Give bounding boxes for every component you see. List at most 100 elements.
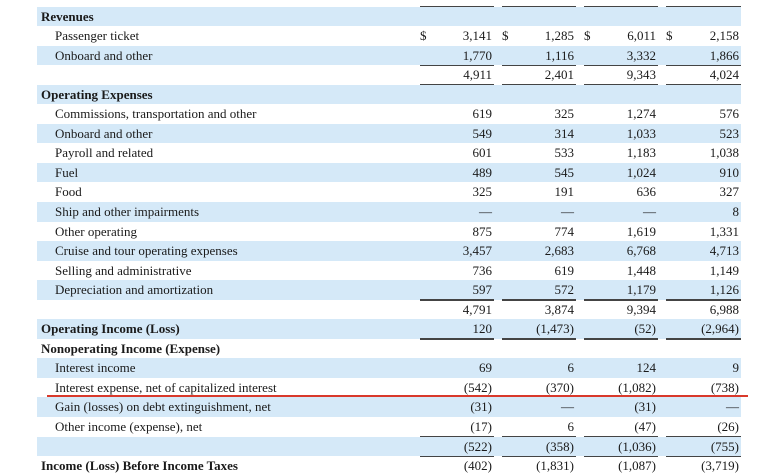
value-cell: 636 <box>584 182 658 202</box>
value-cell <box>666 339 741 359</box>
value-cell: (522) <box>420 437 494 457</box>
value-cell <box>666 85 741 105</box>
cell-value: 191 <box>554 184 575 200</box>
value-cell <box>420 0 494 8</box>
table-row: Commissions, transportation and other 619… <box>37 104 741 124</box>
cell-value: (522) <box>463 438 492 454</box>
value-cell: (1,082) <box>584 378 658 398</box>
cell-value: 6,011 <box>627 28 656 44</box>
value-cell: — <box>502 202 576 222</box>
value-cell: 4,911 <box>420 65 494 86</box>
cell-value: 910 <box>719 164 740 180</box>
cell-value: 1,038 <box>709 145 739 161</box>
table-row: (522) (358) (1,036) (755) <box>37 436 741 457</box>
value-cell: $6,011 <box>584 26 658 46</box>
value-cell: 3,457 <box>420 241 494 261</box>
cell-value: (1,036) <box>618 438 656 454</box>
cell-value: (1,087) <box>618 458 656 474</box>
value-cell: 910 <box>666 163 741 183</box>
cell-value: 6 <box>567 419 575 435</box>
cell-value: 1,285 <box>544 28 574 44</box>
value-cell: (1,473) <box>502 319 576 340</box>
cell-value: — <box>561 399 574 415</box>
row-label: Food <box>55 184 82 200</box>
cell-value: 2,401 <box>544 67 574 83</box>
cell-value: 4,713 <box>709 243 739 259</box>
row-label: Income (Loss) Before Income Taxes <box>41 458 238 474</box>
value-cell: $2,158 <box>666 26 741 46</box>
value-cell <box>420 85 494 105</box>
cell-value: (1,831) <box>536 458 574 474</box>
value-cell: 1,331 <box>666 222 741 242</box>
value-cell: (1,036) <box>584 437 658 457</box>
cell-value: (31) <box>634 399 656 415</box>
cell-value: 1,274 <box>626 106 656 122</box>
value-cell: 1,183 <box>584 143 658 163</box>
value-cell: (402) <box>420 456 494 476</box>
row-label: Operating Expenses <box>41 86 153 102</box>
value-cell <box>420 7 494 27</box>
cell-value: (2,964) <box>701 321 739 337</box>
row-label: Other income (expense), net <box>55 419 203 435</box>
cell-value: 3,874 <box>544 301 574 317</box>
cell-value: 6 <box>567 360 575 376</box>
cell-value: 1,619 <box>626 223 656 239</box>
value-cell: 8 <box>666 202 741 222</box>
cell-value: 120 <box>472 321 493 337</box>
row-label: Depreciation and amortization <box>55 282 214 298</box>
cell-value: (370) <box>545 379 574 395</box>
value-cell: 774 <box>502 222 576 242</box>
row-label: Cruise and tour operating expenses <box>55 243 238 259</box>
cell-value: 736 <box>472 262 493 278</box>
value-cell: 4,791 <box>420 300 494 320</box>
value-cell <box>584 339 658 359</box>
cell-value: 1,331 <box>709 223 739 239</box>
table-row: Cruise and tour operating expenses 3,457 2… <box>37 241 741 261</box>
value-cell: (2,964) <box>666 319 741 340</box>
value-cell: 325 <box>502 104 576 124</box>
cell-value: 1,024 <box>626 164 656 180</box>
cell-value: 489 <box>472 164 493 180</box>
value-cell: (31) <box>584 397 658 417</box>
value-cell: (1,087) <box>584 456 658 476</box>
currency-symbol: $ <box>420 28 427 44</box>
row-label: Operating Income (Loss) <box>41 321 180 337</box>
value-cell: 572 <box>502 280 576 301</box>
cell-value: 4,791 <box>462 301 492 317</box>
value-cell: 6,988 <box>666 300 741 320</box>
value-cell: 120 <box>420 319 494 340</box>
cell-value: 2,158 <box>709 28 739 44</box>
value-cell: 1,448 <box>584 261 658 281</box>
value-cell: 1,024 <box>584 163 658 183</box>
value-cell: — <box>584 202 658 222</box>
row-label: Fuel <box>55 164 79 180</box>
table-row: Other income (expense), net (17) 6 (47) (26) <box>37 417 741 438</box>
table-row: Passenger ticket $3,141 $1,285 $6,011 $2,158 <box>37 26 741 46</box>
currency-symbol: $ <box>666 28 673 44</box>
cell-value: 619 <box>472 106 493 122</box>
value-cell <box>666 7 741 27</box>
table-row: Ship and other impairments — — — 8 <box>37 202 741 222</box>
table-row: Interest income 69 6 124 9 <box>37 358 741 378</box>
table-row: Onboard and other 549 314 1,033 523 <box>37 123 741 144</box>
value-cell: 314 <box>502 124 576 144</box>
value-cell: 6 <box>502 417 576 438</box>
value-cell: 191 <box>502 182 576 202</box>
table-row: Nonoperating Income (Expense) <box>37 339 741 359</box>
value-cell <box>584 7 658 27</box>
value-cell: (17) <box>420 417 494 438</box>
currency-symbol: $ <box>502 28 509 44</box>
table-row: Other operating 875 774 1,619 1,331 <box>37 222 741 242</box>
value-cell: 523 <box>666 124 741 144</box>
cell-value: — <box>726 399 739 415</box>
value-cell: 619 <box>502 261 576 281</box>
cell-value: 69 <box>479 360 492 376</box>
value-cell: 1,038 <box>666 143 741 163</box>
cell-value: (738) <box>710 379 739 395</box>
value-cell: (31) <box>420 397 494 417</box>
cell-value: 1,179 <box>626 282 656 298</box>
cell-value: (17) <box>470 419 492 435</box>
value-cell: — <box>502 397 576 417</box>
value-cell: 9,343 <box>584 65 658 86</box>
value-cell: 1,866 <box>666 46 741 66</box>
